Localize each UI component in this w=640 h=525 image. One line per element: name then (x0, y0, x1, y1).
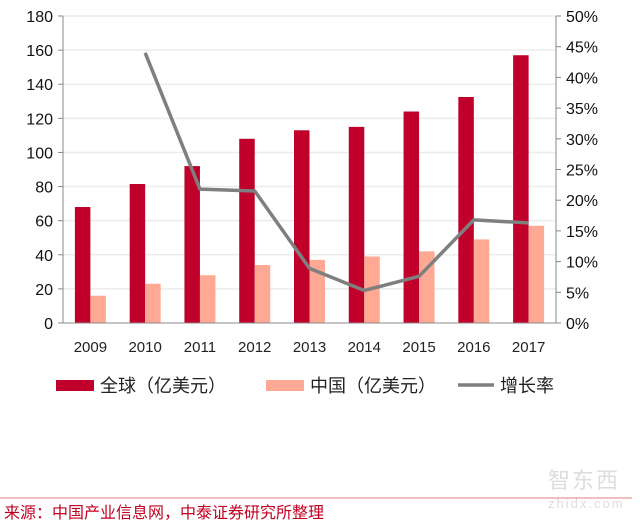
left-tick-label: 60 (35, 214, 53, 231)
x-tick-label: 2014 (348, 339, 381, 356)
right-tick-label: 5% (566, 285, 589, 302)
right-tick-label: 40% (566, 70, 598, 87)
bar-china (90, 295, 106, 323)
left-tick-label: 180 (26, 9, 53, 26)
bar-china (309, 259, 325, 323)
source-text: 来源：中国产业信息网，中泰证券研究所整理 (4, 503, 324, 522)
bar-global (458, 97, 474, 323)
left-tick-label: 100 (26, 145, 53, 162)
x-tick-label: 2015 (402, 339, 435, 356)
right-tick-label: 25% (566, 163, 598, 180)
left-tick-label: 140 (26, 77, 53, 94)
right-tick-label: 20% (566, 193, 598, 210)
bar-china (473, 239, 490, 323)
right-tick-label: 10% (566, 255, 598, 272)
right-tick-label: 50% (566, 9, 598, 26)
growth-rate-line (143, 52, 529, 293)
bar-global (129, 183, 146, 323)
watermark-url: zhidx.com (548, 496, 625, 511)
bar-china (419, 251, 435, 323)
legend-label: 全球（亿美元） (100, 376, 226, 397)
legend-label: 增长率 (500, 376, 554, 397)
right-tick-label: 15% (566, 224, 598, 241)
bar-china (145, 283, 161, 323)
x-tick-label: 2010 (128, 339, 161, 356)
bar-global (74, 207, 91, 323)
legend-label: 中国（亿美元） (310, 376, 436, 397)
right-tick-label: 0% (566, 316, 589, 333)
bar-global (403, 111, 420, 323)
legend-swatch (266, 380, 304, 391)
left-tick-label: 0 (44, 316, 53, 333)
bar-china (199, 275, 216, 323)
right-tick-label: 45% (566, 40, 598, 57)
legend-swatch (56, 380, 94, 391)
left-tick-label: 160 (26, 43, 53, 60)
left-tick-label: 40 (35, 248, 53, 265)
bar-global (239, 138, 255, 323)
bar-global (513, 55, 529, 323)
bar-global (348, 126, 365, 323)
x-tick-label: 2011 (184, 339, 216, 356)
left-tick-label: 80 (35, 180, 53, 197)
axes: 0 20 40 60 80 100 120 140 160 180 0% 5% 10% 15% 20% 25%… (26, 9, 598, 356)
x-tick-label: 2012 (238, 339, 271, 356)
right-tick-label: 35% (566, 101, 598, 118)
x-tick-label: 2009 (74, 339, 107, 356)
legend: 全球（亿美元） 中国（亿美元） 增长率 (56, 376, 554, 397)
growth-line (143, 52, 529, 293)
left-tick-label: 120 (26, 111, 53, 128)
bar-china (528, 225, 545, 323)
x-tick-label: 2017 (512, 339, 545, 356)
bar-global (184, 166, 200, 323)
bars (74, 55, 545, 323)
x-tick-label: 2013 (293, 339, 326, 356)
bar-global (294, 130, 310, 323)
right-tick-label: 30% (566, 132, 598, 149)
bar-china (254, 265, 271, 323)
watermark-logo: 智东西 (548, 468, 620, 493)
left-tick-label: 20 (35, 282, 53, 299)
x-tick-label: 2016 (457, 339, 490, 356)
